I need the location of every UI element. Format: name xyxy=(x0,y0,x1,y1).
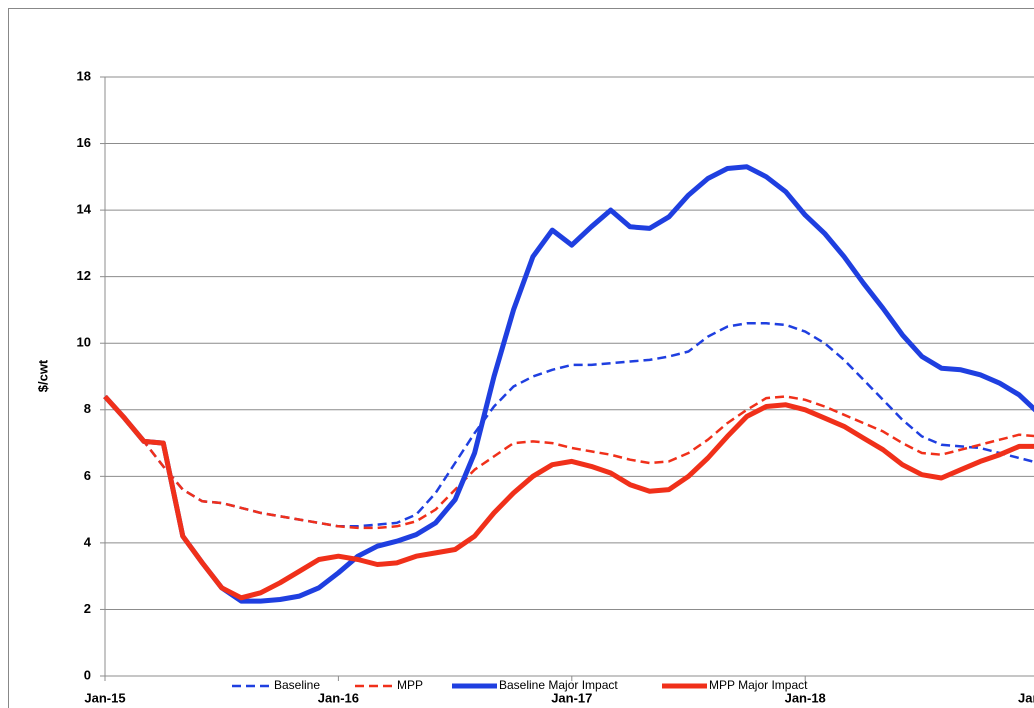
x-tick-label: Jan-16 xyxy=(318,690,359,705)
y-tick-label: 14 xyxy=(77,202,92,217)
y-tick-label: 0 xyxy=(84,667,91,682)
x-tick-label: Jan-15 xyxy=(84,690,125,705)
y-tick-label: 12 xyxy=(77,268,91,283)
data-line xyxy=(103,394,1034,601)
legend-label: MPP xyxy=(397,678,423,692)
legend-label: Baseline Major Impact xyxy=(499,678,618,692)
chart-border xyxy=(8,8,1034,708)
y-tick-label: 16 xyxy=(77,135,91,150)
x-tick-label: Jan-17 xyxy=(551,690,592,705)
y-tick-label: 18 xyxy=(77,68,91,83)
x-tick-label: Jan-18 xyxy=(785,690,826,705)
y-tick-label: 8 xyxy=(84,401,91,416)
y-tick-label: 10 xyxy=(77,335,91,350)
y-tick-label: 4 xyxy=(84,534,92,549)
data-line xyxy=(104,395,1034,530)
x-tick-label: Jan-19 xyxy=(1018,690,1034,705)
y-tick-label: 6 xyxy=(84,468,91,483)
legend-label: MPP Major Impact xyxy=(709,678,808,692)
y-axis-title: $/cwt xyxy=(35,359,50,392)
y-tick-label: 2 xyxy=(84,601,91,616)
legend-label: Baseline xyxy=(274,678,320,692)
data-line xyxy=(103,164,1034,604)
